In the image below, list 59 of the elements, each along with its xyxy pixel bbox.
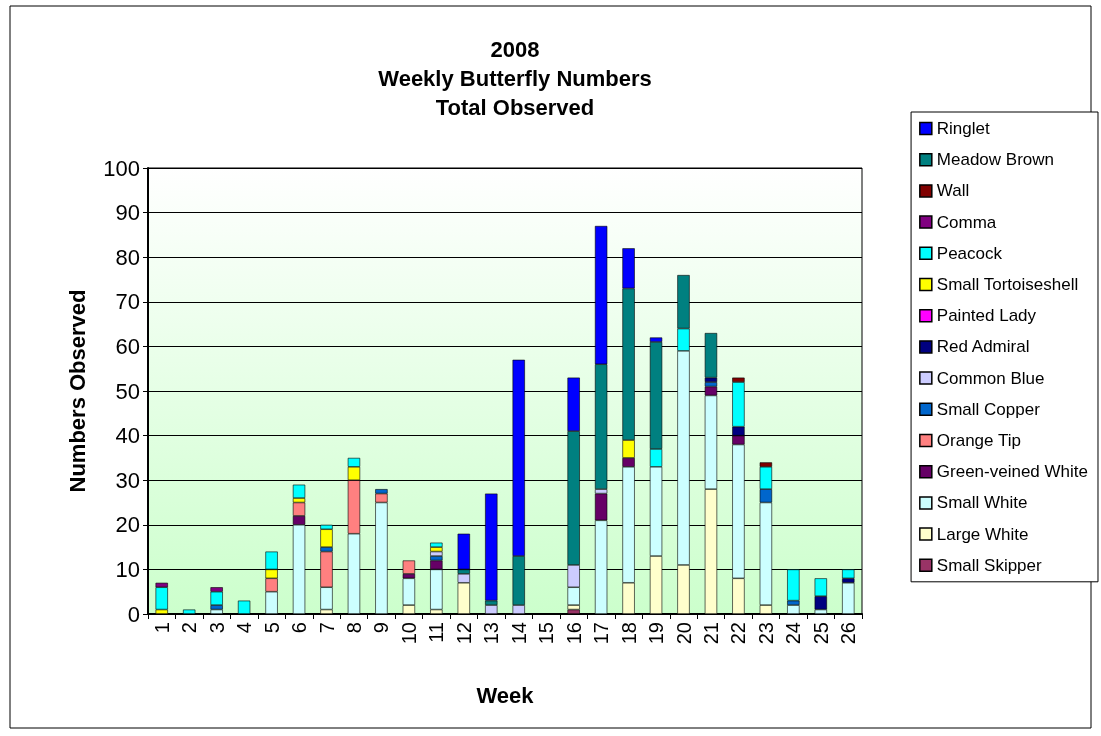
y-tick-label: 20 — [115, 512, 140, 538]
x-tick-label: 15 — [535, 622, 558, 645]
x-tick-label: 14 — [507, 622, 530, 645]
x-tick-label: 24 — [782, 622, 805, 645]
bar — [210, 591, 223, 606]
x-tick-label: 5 — [260, 622, 283, 634]
x-tick-label: 3 — [205, 622, 228, 634]
x-tick-label: 21 — [699, 622, 722, 645]
x-tick-label: 12 — [452, 622, 475, 645]
x-tick-label: 11 — [425, 622, 448, 643]
x-tick-label: 1 — [150, 622, 173, 634]
legend-label: Meadow Brown — [936, 150, 1054, 170]
x-tick-label: 26 — [837, 622, 860, 645]
legend-label: Small Tortoiseshell — [936, 275, 1079, 294]
y-tick-label: 60 — [115, 333, 140, 359]
legend-label: Comma — [936, 212, 997, 232]
x-tick-label: 23 — [754, 622, 777, 645]
legend-label: Small White — [936, 493, 1028, 513]
x-tick-label: 10 — [397, 622, 420, 645]
chart-title: 2008 Weekly Butterfly Numbers Total Observed — [378, 37, 652, 120]
bar — [292, 484, 306, 499]
y-tick-label: 0 — [127, 601, 140, 627]
x-tick-label: 22 — [727, 622, 750, 645]
legend-label: Green-veined White — [936, 462, 1089, 482]
x-tick-label: 8 — [342, 622, 365, 634]
x-tick-label: 20 — [672, 622, 695, 645]
x-tick-label: 19 — [645, 622, 668, 645]
legend-label: Small Copper — [936, 399, 1041, 419]
x-tick-label: 18 — [617, 622, 640, 645]
y-tick-label: 70 — [115, 289, 140, 315]
x-tick-label: 9 — [370, 622, 393, 634]
legend-label: Large White — [936, 524, 1029, 544]
y-tick-label: 50 — [115, 378, 140, 404]
legend-label: Common Blue — [936, 368, 1045, 388]
bar — [430, 542, 443, 548]
legend-label: Wall — [936, 181, 970, 201]
x-tick-label: 4 — [233, 622, 256, 634]
legend-label: Orange Tip — [936, 431, 1021, 450]
y-tick-label: 90 — [115, 200, 140, 226]
legend-label: Small Skipper — [936, 555, 1043, 575]
x-axis-title: Week — [476, 682, 535, 708]
x-tick-label: 16 — [562, 622, 585, 645]
y-tick-label: 40 — [115, 423, 140, 449]
y-tick-label: 100 — [103, 155, 140, 181]
legend-label: Red Admiral — [936, 337, 1030, 357]
y-tick-label: 30 — [115, 467, 140, 493]
bar — [430, 551, 443, 557]
x-tick-label: 13 — [480, 622, 503, 645]
x-tick-label: 17 — [590, 622, 613, 645]
y-tick-label: 80 — [115, 244, 140, 270]
x-tick-label: 25 — [809, 622, 832, 645]
y-axis-title: Numbers Observed — [64, 289, 90, 493]
legend-label: Painted Lady — [936, 306, 1037, 326]
x-tick-label: 2 — [178, 622, 201, 634]
y-tick-label: 10 — [115, 556, 140, 582]
x-tick-label: 6 — [288, 622, 311, 634]
legend-label: Peacock — [936, 243, 1003, 263]
legend-label: Ringlet — [936, 119, 991, 138]
x-tick-label: 7 — [315, 622, 338, 634]
